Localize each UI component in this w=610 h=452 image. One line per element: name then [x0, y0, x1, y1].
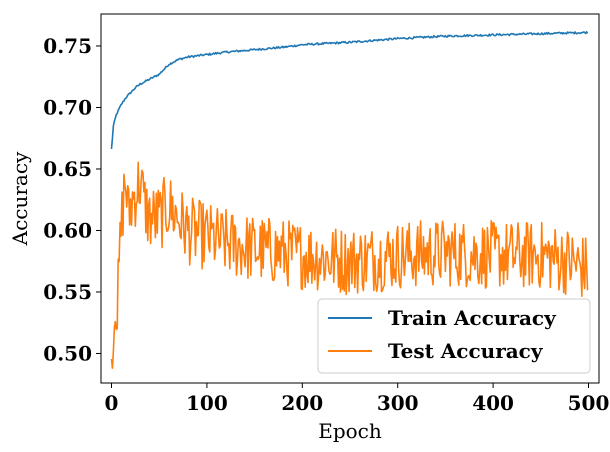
y-tick-label: 0.70	[43, 95, 92, 119]
legend-label-test: Test Accuracy	[388, 339, 544, 363]
legend: Train Accuracy Test Accuracy	[317, 298, 591, 374]
y-axis-ticks: 0.50 0.55 0.60 0.65 0.70 0.75	[43, 34, 101, 365]
x-tick-label: 0	[105, 391, 119, 415]
y-tick-label: 0.50	[43, 341, 92, 365]
y-tick-label: 0.60	[43, 218, 92, 242]
y-tick-label: 0.65	[43, 157, 92, 181]
x-tick-label: 300	[377, 391, 419, 415]
series-line-train	[110, 31, 589, 150]
x-tick-label: 400	[472, 391, 514, 415]
plot-frame	[100, 13, 600, 384]
x-tick-label: 200	[281, 391, 323, 415]
x-tick-label: 100	[186, 391, 228, 415]
legend-label-train: Train Accuracy	[388, 306, 557, 330]
plot-area	[110, 31, 589, 370]
y-axis-label: Accuracy	[8, 151, 32, 246]
y-tick-label: 0.55	[43, 280, 92, 304]
series-line-test	[110, 161, 589, 370]
y-tick-label: 0.75	[43, 34, 92, 58]
legend-box	[317, 298, 591, 374]
x-axis-ticks: 0 100 200 300 400 500	[105, 383, 610, 415]
x-axis-label: Epoch	[318, 419, 382, 443]
x-tick-label: 500	[568, 391, 610, 415]
